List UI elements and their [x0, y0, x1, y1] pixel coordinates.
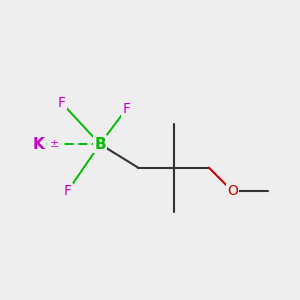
Text: F: F: [64, 184, 72, 198]
Text: B: B: [94, 136, 106, 152]
Text: O: O: [227, 184, 238, 198]
Text: F: F: [122, 102, 130, 116]
Text: ±: ±: [50, 139, 59, 149]
Text: F: F: [58, 96, 66, 110]
Text: K: K: [32, 136, 44, 152]
